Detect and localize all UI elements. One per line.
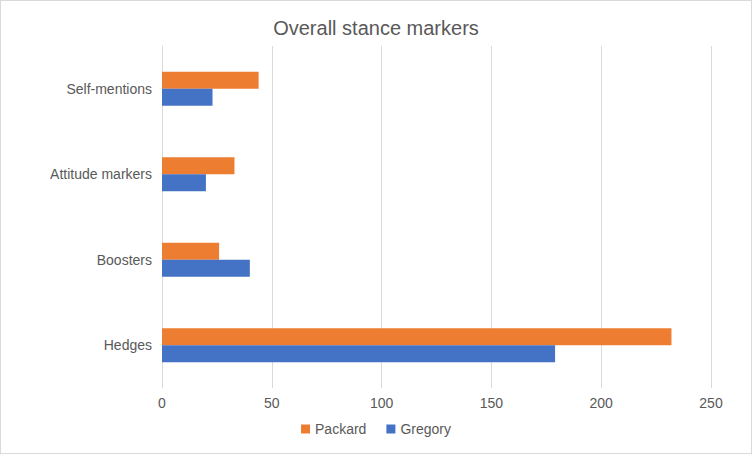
svg-text:Hedges: Hedges xyxy=(104,337,152,353)
svg-text:Packard: Packard xyxy=(315,421,366,437)
svg-text:Gregory: Gregory xyxy=(400,421,451,437)
svg-text:100: 100 xyxy=(370,395,394,411)
svg-text:50: 50 xyxy=(264,395,280,411)
svg-text:150: 150 xyxy=(480,395,504,411)
svg-text:Overall stance markers: Overall stance markers xyxy=(273,17,479,39)
svg-text:0: 0 xyxy=(158,395,166,411)
svg-text:Boosters: Boosters xyxy=(97,252,152,268)
svg-text:200: 200 xyxy=(590,395,614,411)
svg-text:Attitude markers: Attitude markers xyxy=(50,166,152,182)
svg-text:Self-mentions: Self-mentions xyxy=(66,81,152,97)
svg-text:250: 250 xyxy=(699,395,723,411)
